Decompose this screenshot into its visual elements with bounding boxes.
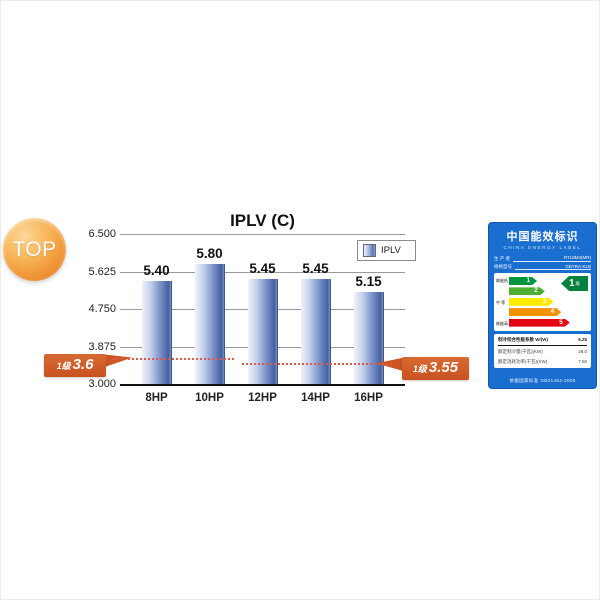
bar [247, 279, 278, 384]
grade-1-badge: 1 级 [561, 276, 588, 291]
grade-arrow-number: 2 [534, 287, 538, 295]
info-row: 额定消耗功率(千瓦)(KW) 7.50 [498, 359, 587, 365]
bar-value-label: 5.45 [249, 261, 276, 276]
info-row-value: 5.25 [578, 336, 587, 342]
energy-label-standard-note: 依据国家标准 GB21454-2008 [509, 378, 576, 383]
x-axis-category-label: 12HP [248, 392, 277, 404]
top-badge-label: TOP [12, 237, 57, 261]
refline-callout-left: 1级 3.6 [44, 354, 106, 377]
scale-label-low: 耗能低 [496, 278, 508, 283]
grade-5-arrow: 5 [509, 319, 570, 327]
energy-label-field: 生 产 者 RTL9M4(MR) [494, 255, 591, 262]
field-value: GBYRA-KLB [515, 264, 591, 270]
info-row-label: 额定制冷量(千瓦)(KW) [498, 349, 543, 355]
info-row-label: 制冷综合性能系数 W/(W) [498, 336, 548, 342]
info-row-value: 28.0 [578, 349, 587, 355]
refline-callout-right: 1级 3.55 [402, 357, 469, 380]
china-energy-label: 中国能效标识 CHINA ENERGY LABEL 生 产 者 RTL9M4(MR… [488, 222, 597, 389]
grade-badge-number: 1 [568, 278, 575, 289]
grade-badge-suffix: 级 [575, 280, 581, 286]
bar [141, 281, 172, 384]
y-axis-tick-label: 3.000 [88, 378, 116, 390]
legend-label: IPLV [381, 245, 401, 256]
chart-legend: IPLV [357, 240, 416, 261]
gridline [120, 271, 405, 273]
legend-swatch-icon [363, 244, 376, 257]
bar [353, 291, 384, 384]
refline-grade-right: 1级 [412, 364, 427, 374]
grade-arrow-number: 3 [542, 297, 547, 305]
info-row-label: 额定消耗功率(千瓦)(KW) [498, 358, 548, 364]
grade-1-arrow: 1 [509, 277, 537, 285]
y-axis-tick-label: 4.750 [88, 303, 116, 315]
bar-value-label: 5.40 [143, 263, 170, 279]
x-axis-category-label: 10HP [195, 392, 224, 404]
field-label: 生 产 者 [494, 255, 511, 261]
grade-arrow-number: 5 [559, 318, 563, 326]
field-value: RTL9M4(MR) [513, 255, 591, 262]
y-axis-tick-label: 3.875 [88, 340, 116, 353]
info-row: 制冷综合性能系数 W/(W) 5.25 [498, 337, 587, 346]
info-row: 额定制冷量(千瓦)(KW) 28.0 [498, 349, 587, 355]
energy-label-field: 规格型号 GBYRA-KLB [494, 264, 591, 270]
info-row-value: 7.50 [578, 358, 587, 364]
energy-label-fields: 生 产 者 RTL9M4(MR) 规格型号 GBYRA-KLB [494, 253, 591, 270]
field-label: 规格型号 [494, 264, 512, 269]
reference-line-right [242, 363, 392, 366]
grade-4-arrow: 4 [509, 308, 561, 316]
bar-value-label: 5.45 [302, 261, 329, 276]
bar-value-label: 5.15 [355, 273, 382, 289]
reference-line-left [113, 358, 234, 361]
grade-arrow-number: 1 [526, 277, 531, 284]
bar-chart-plot-area [120, 234, 405, 386]
refline-value-right: 3.55 [428, 359, 459, 376]
y-axis-tick-label: 5.625 [88, 265, 116, 278]
energy-label-title: 中国能效标识 [506, 231, 579, 243]
scale-label-high: 耗能高 [496, 321, 508, 326]
x-axis-category-label: 8HP [145, 392, 168, 404]
gridline [120, 384, 405, 386]
energy-label-subtitle: CHINA ENERGY LABEL [503, 245, 582, 250]
scale-label-medium: 中 等 [496, 300, 506, 305]
bar-value-label: 5.80 [196, 246, 223, 261]
bar [300, 279, 331, 384]
refline-value-left: 3.6 [72, 356, 94, 373]
x-axis-category-label: 16HP [354, 392, 383, 404]
grade-3-arrow: 3 [509, 298, 553, 306]
x-axis-category-label: 14HP [301, 392, 330, 404]
top-badge: TOP [3, 218, 66, 281]
gridline [120, 234, 405, 235]
refline-grade-left: 1级 [56, 361, 71, 371]
y-axis-tick-label: 6.500 [88, 228, 116, 240]
bar [194, 264, 225, 384]
chart-title: IPLV (C) [230, 211, 295, 230]
grade-arrow-number: 4 [550, 308, 555, 316]
energy-label-info-table: 制冷综合性能系数 W/(W) 5.25 额定制冷量(千瓦)(KW) 28.0 额定消耗功… [494, 333, 591, 368]
grade-2-arrow: 2 [509, 287, 545, 295]
